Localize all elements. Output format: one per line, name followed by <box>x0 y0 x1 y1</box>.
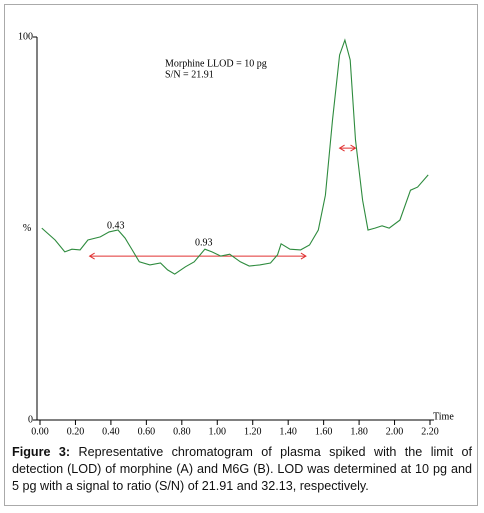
range-arrow-head <box>338 144 357 152</box>
x-tick-label: 1.80 <box>350 426 368 437</box>
annotation: 0.93 <box>195 237 213 248</box>
x-tick-label: 0.60 <box>138 426 156 437</box>
caption-label: Figure 3: <box>12 445 71 459</box>
annotation: S/N = 21.91 <box>165 69 214 80</box>
x-tick-label: 0.00 <box>31 426 49 437</box>
x-tick-label: 1.40 <box>279 426 297 437</box>
annotation: Morphine LLOD = 10 pg <box>165 58 267 69</box>
caption-text: Representative chromatogram of plasma sp… <box>12 445 472 493</box>
y-tick-label: 100 <box>18 31 33 42</box>
x-tick-label: 2.20 <box>421 426 439 437</box>
x-tick-label: 0.20 <box>67 426 85 437</box>
x-tick-label: 1.20 <box>244 426 262 437</box>
y-tick-label: 0 <box>28 414 33 425</box>
annotation: 0.43 <box>107 220 125 231</box>
figure-frame <box>4 4 478 506</box>
x-tick-label: 1.00 <box>209 426 227 437</box>
range-arrow-head <box>88 252 307 260</box>
x-tick-label: 0.80 <box>173 426 191 437</box>
x-tick-label: 0.40 <box>102 426 120 437</box>
chart: Time% 0 100 0.00 0.20 0.40 0.60 0.80 1.00 1.20 1.4… <box>18 31 454 437</box>
x-tick-label: 1.60 <box>315 426 333 437</box>
caption: Figure 3: Representative chromatogram of… <box>12 444 472 495</box>
x-axis-label: Time <box>433 411 454 422</box>
x-tick-label: 2.00 <box>386 426 404 437</box>
y-axis-label: % <box>23 223 31 234</box>
trace <box>41 38 429 275</box>
